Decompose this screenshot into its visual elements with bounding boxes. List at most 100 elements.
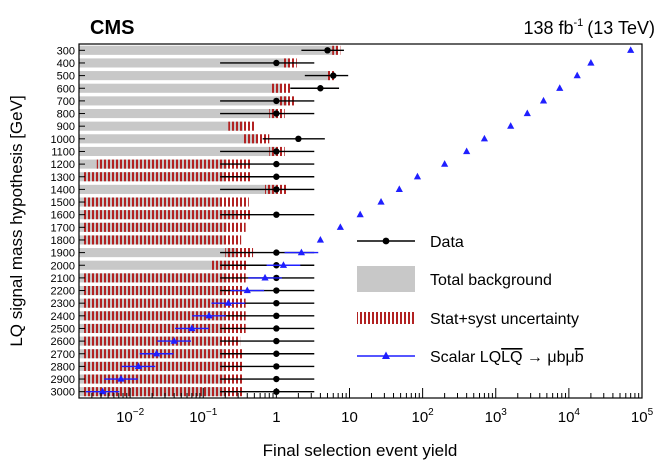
data-point [273, 363, 280, 370]
data-point [273, 59, 280, 67]
y-tick-label: 1900 [51, 248, 75, 260]
legend-signal-label-part: b [575, 349, 584, 366]
x-axis-label: Final selection event yield [263, 441, 458, 460]
uncertainty-band [96, 159, 252, 169]
x-tick-base: 10 [411, 409, 428, 426]
background-bar [79, 184, 277, 194]
legend-data-marker [382, 237, 390, 245]
x-tick-exponent: 3 [501, 407, 507, 418]
energy-label: (13 TeV) [587, 18, 655, 38]
y-tick-label: 300 [57, 45, 75, 57]
uncertainty-band [82, 273, 246, 283]
legend-signal-label-part: LQ [501, 349, 522, 366]
data-point [317, 85, 324, 92]
x-tick-label: 103 [485, 407, 508, 426]
y-tick-label: 2800 [51, 361, 75, 373]
axes: 3004005006007008009001000110012001300140… [51, 45, 654, 426]
signal-point [224, 299, 232, 306]
signal-point [413, 172, 422, 180]
uncertainty-band [82, 387, 244, 397]
signal-point [627, 46, 635, 53]
uncertainty-band [82, 285, 244, 296]
x-tick-label: 105 [631, 407, 654, 426]
data-point [273, 211, 280, 218]
signal-point [523, 109, 531, 117]
background-bar [79, 96, 288, 106]
x-tick-base: 1 [272, 409, 280, 426]
legend-signal-marker [382, 351, 390, 359]
background-bar [79, 71, 330, 81]
signal-point [188, 324, 196, 332]
y-tick-label: 2400 [51, 311, 75, 323]
x-tick-base: 10 [116, 409, 133, 426]
uncertainty-band [82, 298, 246, 308]
signal-point [395, 185, 403, 192]
uncertainty-band [82, 361, 244, 371]
legend-uncertainty-label: Stat+syst uncertainty [430, 311, 579, 328]
y-axis-label: LQ signal mass hypothesis [GeV] [7, 95, 26, 346]
y-tick-label: 900 [57, 121, 75, 133]
x-tick-base: 10 [341, 409, 358, 426]
plot-area [79, 45, 635, 397]
y-tick-label: 2200 [51, 286, 75, 298]
background-bar [79, 45, 336, 55]
data-point [295, 135, 302, 143]
y-tick-label: 2900 [51, 374, 75, 386]
luminosity-label: 138 fb-1 (13 TeV) [523, 17, 655, 38]
y-tick-label: 2600 [51, 336, 75, 348]
signal-point [117, 375, 125, 382]
x-tick-label: 104 [558, 407, 581, 426]
signal-point [279, 261, 288, 268]
background-bar [79, 83, 283, 93]
data-point [273, 110, 280, 117]
data-point [324, 47, 331, 54]
y-tick-label: 2300 [51, 298, 75, 310]
y-tick-label: 1600 [51, 210, 75, 222]
y-tick-label: 1100 [51, 146, 75, 158]
x-tick-label: 10 [341, 409, 358, 426]
legend-signal-label-part: → μbμ [522, 349, 574, 366]
uncertainty-band [82, 172, 252, 182]
uncertainty-band [271, 83, 292, 93]
data-point [273, 325, 280, 332]
signal-point [98, 387, 107, 395]
y-tick-label: 2700 [51, 349, 75, 361]
x-tick-base: 10 [631, 409, 648, 426]
signal-point [377, 198, 385, 205]
y-tick-label: 1300 [51, 172, 75, 184]
lumi-value: 138 fb [523, 18, 573, 38]
y-tick-label: 1500 [51, 197, 75, 209]
y-tick-label: 2000 [51, 260, 75, 272]
data-point [273, 350, 280, 357]
uncertainty-band [82, 197, 249, 207]
background-bar [79, 121, 244, 131]
uncertainty-band [82, 323, 246, 334]
uncertainty-band [82, 210, 252, 220]
signal-point [134, 362, 143, 369]
data-point [273, 249, 280, 256]
signal-point [205, 311, 213, 319]
y-tick-label: 2500 [51, 323, 75, 335]
uncertainty-band [243, 134, 270, 144]
background-bar [79, 108, 277, 119]
signal-point [463, 147, 471, 155]
data-point [273, 287, 280, 294]
data-point [273, 173, 280, 180]
x-tick-exponent: 2 [428, 407, 434, 418]
data-point [273, 160, 280, 168]
x-tick-base: 10 [189, 409, 206, 426]
data-point [273, 186, 280, 193]
legend-background-swatch [357, 266, 415, 292]
y-tick-label: 1000 [51, 134, 75, 146]
background-bar [79, 134, 258, 144]
x-tick-label: 1 [272, 409, 280, 426]
signal-point [480, 134, 489, 142]
x-tick-exponent: 4 [574, 407, 580, 418]
data-point [273, 97, 280, 105]
x-tick-exponent: −1 [206, 407, 218, 418]
y-tick-label: 700 [57, 96, 75, 108]
signal-point [316, 235, 324, 243]
signal-point [587, 58, 595, 66]
signal-point [243, 286, 251, 294]
signal-point [507, 122, 515, 129]
